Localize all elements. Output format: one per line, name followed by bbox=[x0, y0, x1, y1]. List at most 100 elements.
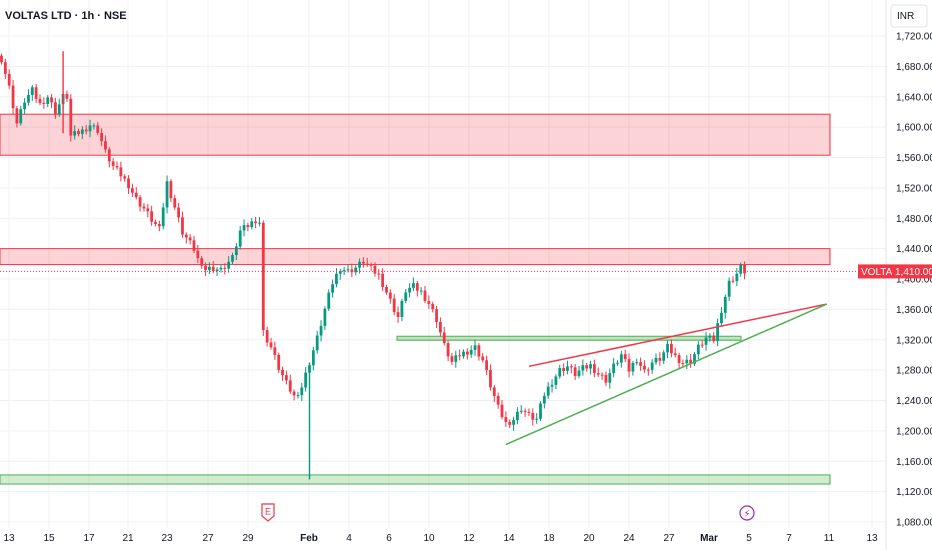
dividend-icon[interactable] bbox=[739, 505, 755, 521]
candle-body bbox=[65, 94, 69, 99]
candle-body bbox=[15, 108, 19, 124]
candle-body bbox=[315, 335, 319, 351]
candle-body bbox=[477, 345, 481, 357]
candle-body bbox=[569, 366, 573, 368]
dividend-icon-glyph: ⚡ bbox=[743, 509, 750, 520]
time-axis[interactable]: 13 15 17 21 23 27 29 Feb 4 6 10 12 14 18 20 24 27 Mar 5 7 11… bbox=[3, 533, 878, 544]
trendline-lower bbox=[505, 303, 828, 446]
resistance-zone bbox=[0, 248, 831, 266]
symbol-tag bbox=[858, 264, 892, 279]
candle-body bbox=[492, 387, 496, 397]
candle-body bbox=[323, 308, 327, 326]
y-tick-label: 1,520.00 bbox=[896, 183, 932, 194]
last-price-label: 1,410.00 bbox=[895, 267, 932, 278]
candle-body bbox=[173, 198, 177, 208]
candle-body bbox=[19, 109, 23, 124]
candle-body bbox=[408, 287, 411, 293]
y-tick-label: 1,480.00 bbox=[896, 214, 932, 225]
candle-body bbox=[250, 221, 254, 228]
candle-body bbox=[111, 161, 115, 166]
earnings-icon[interactable] bbox=[261, 503, 275, 522]
candle-body bbox=[77, 131, 80, 135]
candle-body bbox=[362, 261, 365, 264]
candle-body bbox=[200, 258, 204, 266]
candle-body bbox=[608, 373, 612, 383]
candle-body bbox=[134, 192, 138, 198]
candle-body bbox=[623, 354, 627, 360]
candle-body bbox=[204, 265, 207, 270]
candle-body bbox=[666, 343, 669, 353]
candle-body bbox=[696, 344, 700, 355]
x-tick-label: 10 bbox=[423, 533, 435, 544]
candle-body bbox=[365, 263, 369, 265]
candle-body bbox=[0, 55, 3, 63]
candle-body bbox=[88, 125, 92, 132]
candle-body bbox=[542, 395, 546, 404]
candle-body bbox=[496, 396, 500, 405]
candle-body bbox=[196, 250, 200, 259]
candle-body bbox=[381, 273, 385, 287]
candle-body bbox=[523, 410, 527, 412]
candle-body bbox=[219, 267, 223, 270]
candle-body bbox=[261, 222, 265, 331]
candle-body bbox=[188, 237, 192, 241]
y-tick-label: 1,560.00 bbox=[896, 153, 932, 164]
candle-body bbox=[516, 411, 519, 421]
candle-body bbox=[369, 264, 373, 266]
candle-body bbox=[646, 369, 650, 371]
candle-body bbox=[427, 301, 431, 304]
last-price-tag bbox=[892, 264, 932, 279]
price-axis[interactable]: 1,720.00 1,680.00 1,640.00 1,600.00 1,560.00… bbox=[896, 32, 932, 529]
candle-body bbox=[338, 271, 342, 274]
candle-body bbox=[554, 376, 558, 385]
candle-body bbox=[131, 188, 134, 193]
candle-body bbox=[712, 335, 716, 342]
x-tick-label: 29 bbox=[242, 533, 254, 544]
candle-body bbox=[462, 351, 465, 357]
candle-body bbox=[30, 87, 34, 95]
currency-button[interactable] bbox=[890, 4, 928, 28]
candle-body bbox=[550, 384, 554, 387]
candle-body bbox=[358, 261, 361, 268]
y-tick-label: 1,720.00 bbox=[896, 32, 932, 43]
y-tick-label: 1,440.00 bbox=[896, 244, 932, 255]
candle-body bbox=[11, 85, 15, 109]
candle-body bbox=[311, 350, 315, 366]
candle-body bbox=[319, 325, 323, 336]
candle-body bbox=[469, 349, 473, 355]
candle-body bbox=[281, 369, 284, 376]
candle-body bbox=[450, 356, 454, 362]
candle-body bbox=[119, 167, 123, 177]
candle-body bbox=[458, 355, 462, 357]
candle-body bbox=[539, 403, 542, 419]
candle-body bbox=[177, 207, 180, 218]
x-tick-label: 7 bbox=[786, 533, 792, 544]
candle-body bbox=[508, 421, 512, 425]
y-tick-label: 1,280.00 bbox=[896, 366, 932, 377]
x-tick-label: 4 bbox=[346, 533, 352, 544]
candle-body bbox=[566, 366, 569, 371]
candle-body bbox=[27, 94, 30, 103]
candle-body bbox=[465, 351, 469, 355]
candle-body bbox=[596, 373, 600, 375]
candle-body bbox=[273, 347, 277, 355]
x-tick-label: 13 bbox=[3, 533, 15, 544]
grid bbox=[0, 0, 886, 528]
y-tick-label: 1,680.00 bbox=[896, 62, 932, 73]
candle-body bbox=[385, 286, 388, 293]
y-tick-label: 1,080.00 bbox=[896, 518, 932, 529]
candle-body bbox=[727, 280, 731, 297]
candle-body bbox=[69, 98, 73, 136]
candle-body bbox=[631, 363, 635, 372]
candle-body bbox=[142, 206, 146, 209]
candle-body bbox=[739, 264, 743, 274]
candle-body bbox=[227, 261, 231, 269]
candle-body bbox=[335, 273, 338, 285]
candle-body bbox=[215, 269, 219, 272]
candle-body bbox=[431, 303, 435, 310]
candle-body bbox=[234, 246, 238, 256]
candle-body bbox=[558, 368, 562, 377]
candle-body bbox=[169, 181, 173, 199]
